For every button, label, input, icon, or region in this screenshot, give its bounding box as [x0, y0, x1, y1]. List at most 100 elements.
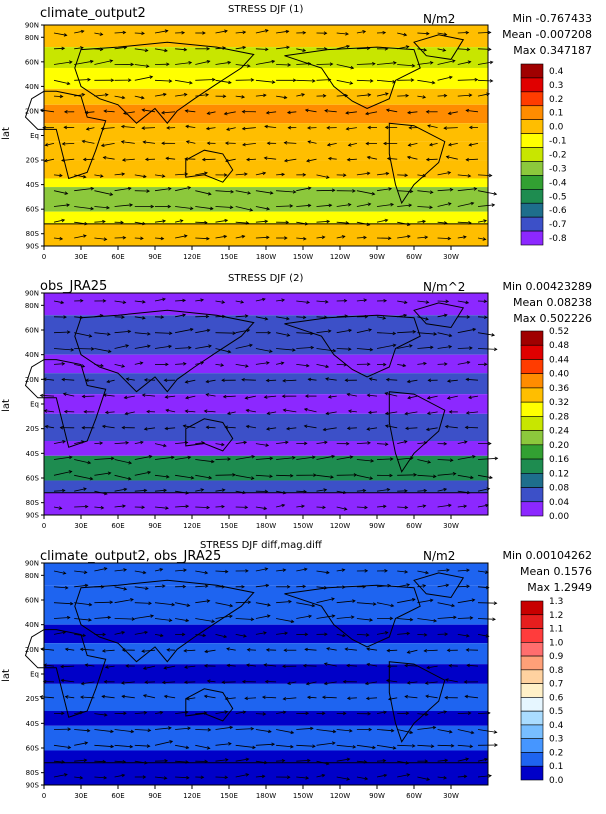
vector-arrow: [276, 95, 287, 99]
vector-arrow: [142, 127, 156, 129]
vector-arrow: [264, 664, 277, 667]
vector-arrowhead: [204, 220, 208, 225]
vector-arrowhead: [392, 746, 397, 750]
vector-arrow: [74, 459, 91, 464]
vector-arrowhead: [227, 457, 232, 461]
vector-arrowhead: [211, 77, 216, 82]
vector-arrowhead: [423, 648, 428, 653]
field-band: [44, 211, 488, 224]
vector-arrow: [447, 379, 458, 382]
y-tick-label: 20S: [26, 157, 40, 165]
x-tick-label: 60E: [111, 253, 124, 261]
vector-arrow: [121, 141, 135, 144]
vector-arrow: [336, 616, 354, 619]
vector-arrowhead: [482, 237, 487, 241]
vector-arrowhead: [101, 649, 106, 653]
vector-arrow: [126, 378, 135, 381]
vector-arrowhead: [466, 47, 471, 52]
vector-arrow: [316, 348, 336, 352]
vector-arrow: [336, 45, 350, 50]
vector-arrow: [235, 300, 244, 303]
vector-arrowhead: [392, 79, 396, 84]
vector-arrowhead: [384, 569, 388, 573]
vector-arrowhead: [331, 454, 336, 459]
vector-arrowhead: [262, 712, 267, 716]
vector-arrow: [103, 394, 115, 397]
vector-arrowhead: [403, 32, 408, 37]
vector-arrowhead: [342, 633, 346, 638]
x-tick-label: 120W: [330, 792, 350, 800]
vector-arrow: [114, 569, 127, 572]
vector-arrowhead: [141, 108, 146, 113]
vector-arrow: [457, 456, 476, 460]
vector-arrow: [408, 143, 418, 146]
vector-arrow: [426, 158, 438, 161]
vector-arrowhead: [287, 125, 292, 130]
vector-arrow: [235, 634, 247, 637]
vector-arrowhead: [144, 48, 149, 53]
vector-arrow: [276, 474, 293, 477]
vector-arrow: [154, 298, 166, 302]
vector-arrowhead: [183, 362, 187, 366]
vector-arrow: [397, 331, 416, 334]
vector-arrow: [477, 93, 490, 97]
vector-arrow: [437, 759, 448, 762]
vector-arrowhead: [121, 648, 126, 652]
vector-arrowhead: [284, 236, 288, 240]
vector-arrow: [316, 330, 331, 334]
vector-arrow: [457, 775, 467, 778]
vector-arrow: [477, 220, 487, 223]
vector-arrow: [457, 617, 473, 619]
vector-arrow: [376, 489, 390, 492]
vector-arrowhead: [122, 235, 127, 240]
vector-arrow: [235, 601, 251, 604]
vector-arrow: [154, 776, 167, 779]
vector-arrow: [53, 586, 68, 589]
vector-arrow: [276, 332, 290, 336]
field-band: [44, 88, 488, 105]
vector-arrowhead: [164, 759, 169, 763]
vector-arrowhead: [103, 680, 108, 684]
vector-arrow: [437, 221, 447, 224]
vector-arrowhead: [493, 601, 498, 605]
vector-arrowhead: [164, 29, 169, 33]
vector-arrow: [175, 456, 191, 460]
vector-arrow: [417, 236, 428, 239]
vector-arrowhead: [164, 426, 169, 431]
vector-arrow: [356, 94, 371, 97]
vector-arrow: [142, 109, 156, 113]
vector-arrowhead: [332, 729, 337, 734]
panel-units: N/m2: [423, 549, 456, 563]
y-tick-label: 60N: [25, 327, 39, 335]
vector-arrowhead: [101, 694, 106, 699]
vector-arrow: [195, 618, 215, 622]
vector-arrowhead: [245, 773, 250, 777]
vector-arrow: [367, 427, 378, 430]
vector-arrowhead: [369, 79, 374, 83]
vector-arrowhead: [466, 568, 470, 573]
vector-arrowhead: [271, 59, 276, 64]
vector-arrow: [336, 744, 356, 748]
vector-arrow: [324, 110, 337, 113]
colorbar-label: 0.1: [549, 762, 563, 772]
vector-arrow: [336, 315, 348, 318]
vector-arrowhead: [424, 681, 429, 685]
vector-arrowhead: [344, 647, 349, 651]
vector-arrowhead: [181, 632, 186, 637]
coastline: [185, 149, 234, 183]
vector-arrow: [437, 314, 447, 318]
vector-arrowhead: [366, 171, 371, 176]
vector-arrowhead: [429, 598, 434, 603]
vector-arrow: [175, 505, 189, 508]
vector-arrowhead: [84, 504, 89, 509]
vector-arrow: [134, 455, 152, 460]
y-tick-label: 80N: [25, 34, 39, 42]
vector-arrowhead: [425, 694, 429, 699]
vector-arrow: [94, 221, 106, 223]
vector-arrowhead: [165, 362, 169, 367]
vector-arrow: [175, 235, 187, 239]
colorbar-label: 0.00: [549, 512, 569, 522]
vector-arrowhead: [207, 728, 212, 732]
x-tick-label: 180W: [256, 253, 276, 261]
vector-arrow: [336, 235, 345, 239]
